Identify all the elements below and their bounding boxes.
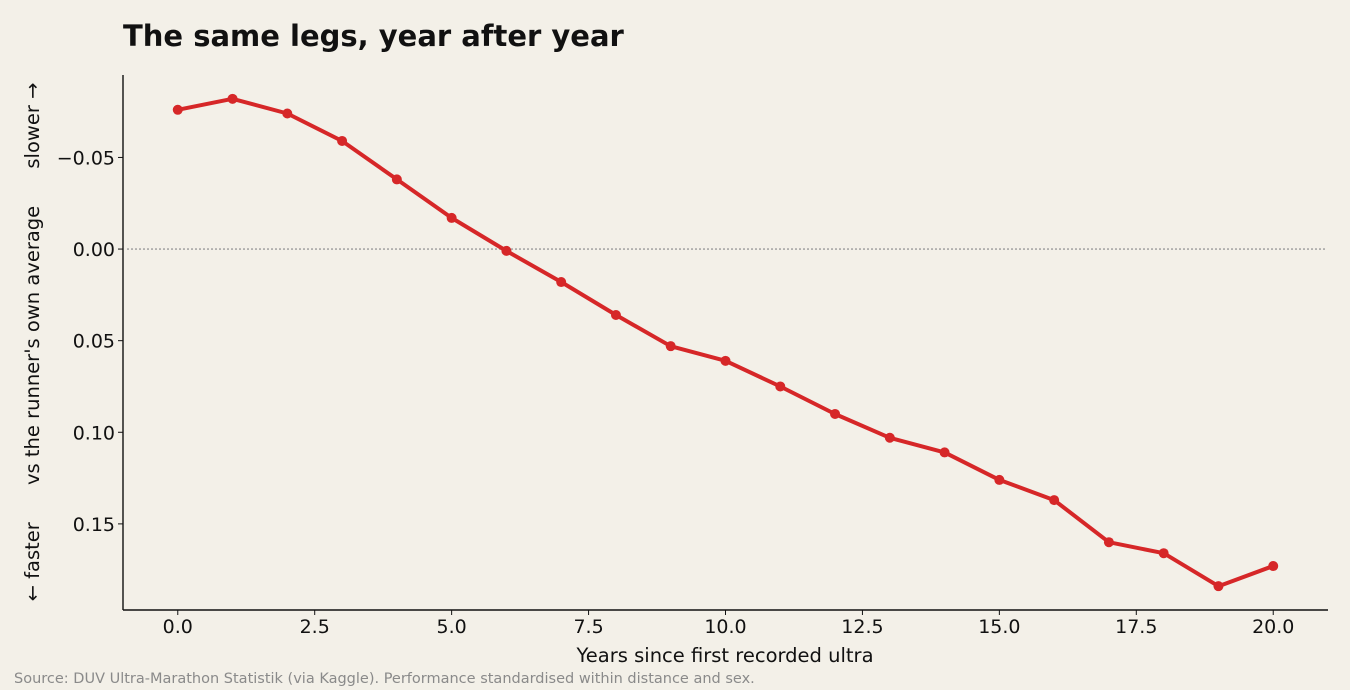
x-axis-label: Years since first recorded ultra bbox=[575, 644, 873, 667]
data-point bbox=[172, 104, 183, 115]
data-point bbox=[994, 474, 1005, 485]
series-line bbox=[175, 96, 1276, 589]
data-point bbox=[610, 310, 621, 321]
x-tick-label: 12.5 bbox=[841, 616, 883, 638]
axes bbox=[122, 75, 1328, 611]
x-tick-label: 17.5 bbox=[1115, 616, 1157, 638]
series-points bbox=[172, 93, 1279, 592]
y-tick-label: −0.05 bbox=[57, 147, 115, 169]
x-tick-label: 7.5 bbox=[573, 616, 603, 638]
y-tick-label: 0.05 bbox=[73, 331, 115, 353]
x-tick-label: 0.0 bbox=[163, 616, 193, 638]
y-axis-label: ← faster vs the runner's own average slo… bbox=[21, 83, 44, 602]
x-tick-label: 15.0 bbox=[978, 616, 1020, 638]
y-tick-label: 0.15 bbox=[73, 514, 115, 536]
data-point bbox=[665, 341, 676, 352]
data-point bbox=[1158, 548, 1169, 559]
data-point bbox=[939, 447, 950, 458]
data-point bbox=[556, 277, 567, 288]
data-point bbox=[775, 381, 786, 392]
data-point bbox=[1268, 561, 1279, 572]
data-point bbox=[884, 432, 895, 443]
chart-title: The same legs, year after year bbox=[123, 19, 625, 53]
y-ticks: −0.05 0.00 0.05 0.10 0.15 bbox=[57, 147, 123, 536]
x-ticks: 0.0 2.5 5.0 7.5 10.0 12.5 15.0 17.5 20.0 bbox=[163, 610, 1294, 638]
data-point bbox=[337, 135, 348, 146]
y-tick-label: 0.00 bbox=[73, 239, 115, 261]
data-point bbox=[1103, 537, 1114, 548]
x-tick-label: 10.0 bbox=[704, 616, 746, 638]
source-note: Source: DUV Ultra-Marathon Statistik (vi… bbox=[14, 671, 755, 687]
data-point bbox=[1213, 581, 1224, 592]
x-tick-label: 20.0 bbox=[1252, 616, 1294, 638]
x-tick-label: 2.5 bbox=[300, 616, 330, 638]
data-point bbox=[830, 408, 841, 419]
data-point bbox=[227, 93, 238, 104]
data-point bbox=[446, 212, 457, 223]
data-point bbox=[501, 245, 512, 256]
x-tick-label: 5.0 bbox=[437, 616, 467, 638]
data-point bbox=[282, 108, 293, 119]
data-point bbox=[720, 355, 731, 366]
data-point bbox=[391, 174, 402, 185]
y-tick-label: 0.10 bbox=[73, 422, 115, 444]
data-point bbox=[1049, 495, 1060, 506]
